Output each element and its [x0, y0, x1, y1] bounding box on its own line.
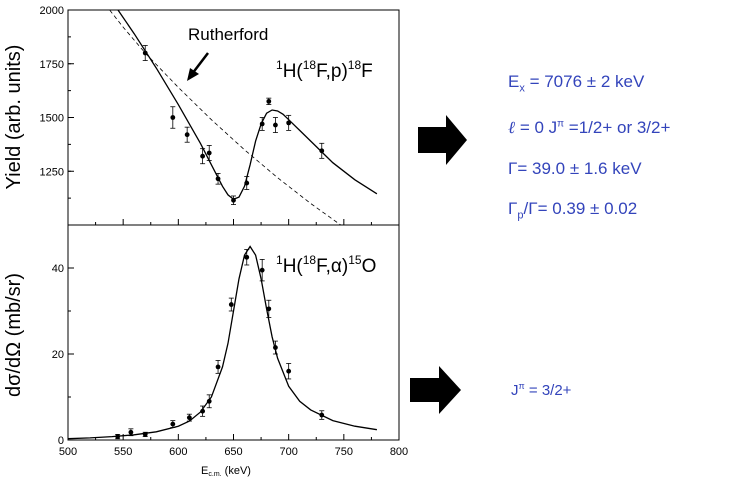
x-tick-label-2: 600 — [169, 446, 187, 458]
top-y-tick-label-2: 1750 — [40, 59, 64, 71]
top-reaction-label: 1H(18F,p)18F — [276, 58, 373, 82]
width-ratio-text: Γp/Γ= 0.39 ± 0.02 — [508, 199, 638, 222]
top-curves — [109, 10, 378, 225]
assigned-spin-text: Jπ = 3/2+ — [511, 381, 572, 399]
x-tick-label-3: 650 — [224, 446, 242, 458]
top-y-tick-label-0: 1250 — [40, 166, 64, 178]
top-y-axis-label: Yield (arb. units) — [3, 45, 25, 190]
bottom-data-point — [115, 434, 121, 440]
bottom-fit-curve — [68, 245, 378, 440]
bottom-y-tick-label-2: 40 — [52, 263, 64, 275]
top-data-point — [170, 106, 176, 129]
total-width-text: Γ= 39.0 ± 1.6 keV — [508, 159, 642, 178]
x-tick-label-0: 500 — [59, 446, 77, 458]
x-tick-label-4: 700 — [279, 446, 297, 458]
top-data-point — [200, 148, 206, 165]
top-data-point — [231, 195, 236, 205]
top-data-point — [286, 114, 292, 131]
bottom-data-point — [319, 410, 325, 420]
bottom-y-tick-label-1: 20 — [52, 349, 64, 361]
top-data-point — [259, 117, 265, 131]
bottom-reaction-label: 1H(18F,α)15O — [276, 253, 376, 277]
spin-parity-text: ℓ = 0 Jπ =1/2+ or 3/2+ — [508, 118, 671, 138]
x-tick-label-6: 800 — [390, 446, 408, 458]
bottom-data-point — [142, 431, 148, 437]
top-data-point — [206, 145, 212, 161]
bottom-data-point — [272, 340, 278, 355]
bottom-data-point — [266, 299, 272, 318]
bottom-data-point — [186, 413, 192, 422]
right-arrow-icon — [418, 115, 467, 165]
rutherford-label: Rutherford — [188, 25, 268, 44]
bottom-y-axis-label: dσ/dΩ (mb/sr) — [3, 273, 25, 397]
rutherford-arrow-icon — [187, 52, 209, 81]
excitation-energy-text: Ex = 7076 ± 2 keV — [508, 72, 645, 95]
top-rutherford-curve — [109, 10, 342, 225]
x-axis-label: Ec.m. (keV) — [201, 465, 251, 478]
top-data-point — [266, 97, 272, 105]
top-y-tick-label-1: 1500 — [40, 113, 64, 125]
x-tick-label-5: 750 — [335, 446, 353, 458]
top-fit-curve — [117, 10, 378, 200]
right-arrow-icon-2 — [410, 366, 461, 414]
bottom-axis-ticks: 0 20 40 500 550 600 650 700 750 800 — [52, 224, 408, 458]
bottom-data-point — [170, 420, 176, 428]
top-data-point — [244, 176, 250, 190]
bottom-y-tick-label-0: 0 — [58, 435, 64, 447]
top-data-point — [142, 45, 148, 61]
top-data-point — [319, 142, 325, 159]
bottom-data-point — [206, 394, 212, 409]
bottom-curves — [68, 245, 378, 440]
bottom-panel: 0 20 40 500 550 600 650 700 750 800 dσ/dΩ (mb/sr)… — [3, 224, 408, 478]
bottom-data-points — [115, 249, 325, 440]
bottom-data-point — [200, 405, 206, 417]
bottom-data-point — [128, 428, 134, 437]
top-panel: 1250 1500 1750 2000 Yield (arb. units) Ruth… — [3, 5, 400, 226]
bottom-data-point — [259, 258, 265, 282]
x-tick-label-1: 550 — [114, 446, 132, 458]
top-y-tick-label-3: 2000 — [40, 5, 64, 17]
bottom-data-point — [215, 360, 221, 374]
top-data-point — [272, 117, 278, 133]
bottom-data-point — [228, 297, 234, 312]
top-data-point — [184, 126, 190, 143]
bottom-data-point — [286, 363, 292, 380]
top-data-points — [142, 45, 325, 205]
bottom-data-point — [244, 249, 250, 266]
top-data-point — [215, 172, 221, 185]
